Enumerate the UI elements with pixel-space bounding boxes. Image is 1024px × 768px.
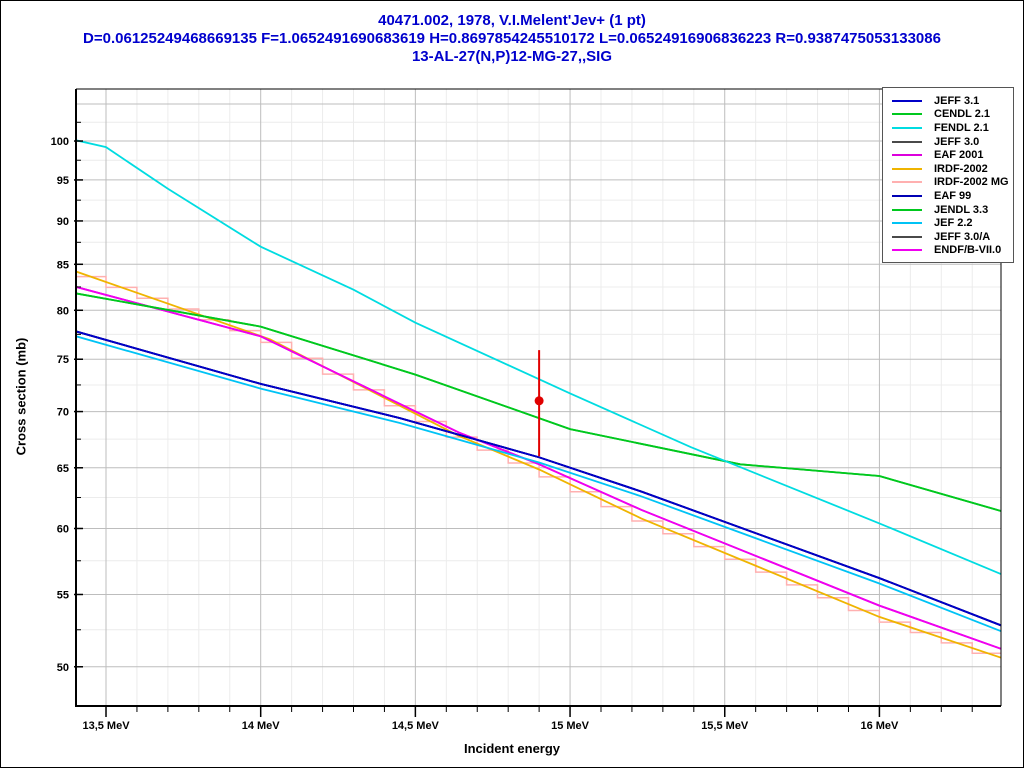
x-tick-label: 16 MeV xyxy=(860,720,899,732)
legend-item-label: JEFF 3.0/A xyxy=(934,230,991,243)
legend: JEFF 3.1 CENDL 2.1 FENDL 2.1 JEFF 3.0 EAF 20… xyxy=(882,87,1014,263)
legend-swatch xyxy=(892,99,922,102)
plot-reaction-label: 13-AL-27(N,P)12-MG-27,,SIG xyxy=(411,48,613,65)
legend-item-label: IRDF-2002 MG xyxy=(934,176,1009,189)
legend-item-jeff-3-1: JEFF 3.1 xyxy=(883,94,1013,108)
legend-swatch xyxy=(892,113,922,116)
legend-item-label: FENDL 2.1 xyxy=(934,121,989,134)
legend-item-label: EAF 99 xyxy=(934,189,972,202)
y-tick-label: 100 xyxy=(51,136,69,148)
legend-swatch xyxy=(892,181,922,184)
y-tick-label: 90 xyxy=(57,216,69,228)
y-tick-label: 85 xyxy=(57,259,69,271)
y-tick-label: 95 xyxy=(57,175,69,187)
legend-item-eaf-2001: EAF 2001 xyxy=(883,148,1013,162)
series-fendl-2-1 xyxy=(76,139,1001,575)
legend-swatch xyxy=(892,167,922,170)
axis-ticks xyxy=(74,121,973,717)
plot-title: 40471.002, 1978, V.I.Melent'Jev+ (1 pt) xyxy=(378,12,646,29)
series-cendl-2-1 xyxy=(76,292,1001,512)
legend-item-jendl-3-3: JENDL 3.3 xyxy=(883,203,1013,217)
legend-item-label: CENDL 2.1 xyxy=(934,108,991,121)
x-tick-label: 13,5 MeV xyxy=(82,720,130,732)
legend-item-irdf-2002: IRDF-2002 xyxy=(883,162,1013,176)
y-tick-label: 60 xyxy=(57,523,69,535)
legend-item-cendl-2-1: CENDL 2.1 xyxy=(883,108,1013,122)
legend-item-jeff-3-0: JEFF 3.0 xyxy=(883,135,1013,149)
legend-item-jeff-3-0-a: JEFF 3.0/A xyxy=(883,230,1013,244)
legend-swatch xyxy=(892,235,922,238)
legend-swatch xyxy=(892,140,922,143)
legend-item-irdf-2002-mg: IRDF-2002 MG xyxy=(883,176,1013,190)
legend-swatch xyxy=(892,154,922,157)
y-tick-label: 50 xyxy=(57,662,69,674)
x-axis-label: Incident energy xyxy=(463,741,561,756)
legend-item-label: EAF 2001 xyxy=(934,149,984,162)
x-tick-label: 15 MeV xyxy=(551,720,590,732)
legend-item-label: JEF 2.2 xyxy=(934,217,973,230)
series-jeff-3-1 xyxy=(76,330,1001,627)
experimental-data-point xyxy=(534,350,544,457)
series-endf-b-vii-0 xyxy=(76,286,1001,650)
grid-minor xyxy=(76,89,1001,706)
grid-major xyxy=(76,89,1001,706)
legend-swatch xyxy=(892,222,922,225)
legend-item-label: JENDL 3.3 xyxy=(934,203,989,216)
legend-swatch xyxy=(892,126,922,129)
data-point-marker xyxy=(534,396,544,406)
axis-tick-labels: 13,5 MeV 14 MeV 14,5 MeV 15 MeV 15,5 MeV 16 M… xyxy=(51,136,899,732)
series-curves xyxy=(76,139,1001,659)
y-tick-label: 55 xyxy=(57,589,69,601)
legend-item-fendl-2-1: FENDL 2.1 xyxy=(883,121,1013,135)
y-tick-label: 80 xyxy=(57,305,69,317)
legend-item-label: IRDF-2002 xyxy=(934,162,988,175)
legend-item-label: JEFF 3.1 xyxy=(934,94,980,107)
legend-item-eaf-99: EAF 99 xyxy=(883,189,1013,203)
x-tick-label: 15,5 MeV xyxy=(701,720,749,732)
x-tick-label: 14 MeV xyxy=(242,720,281,732)
legend-swatch xyxy=(892,208,922,211)
series-jef-2-2 xyxy=(76,335,1001,633)
legend-item-label: ENDF/B-VII.0 xyxy=(934,244,1002,257)
y-axis-label: Cross section (mb) xyxy=(13,337,29,456)
series-irdf-2002 xyxy=(76,270,1001,659)
y-tick-label: 65 xyxy=(57,463,69,475)
y-tick-label: 70 xyxy=(57,407,69,419)
plot-statistics-line: D=0.06125249468669135 F=1.06524916906836… xyxy=(83,30,941,47)
x-tick-label: 14,5 MeV xyxy=(392,720,440,732)
y-tick-label: 75 xyxy=(57,354,69,366)
legend-item-label: JEFF 3.0 xyxy=(934,135,980,148)
legend-swatch xyxy=(892,249,922,252)
legend-swatch xyxy=(892,194,922,197)
legend-item-jef-2-2: JEF 2.2 xyxy=(883,216,1013,230)
legend-item-endf-b-vii-0: ENDF/B-VII.0 xyxy=(883,244,1013,258)
